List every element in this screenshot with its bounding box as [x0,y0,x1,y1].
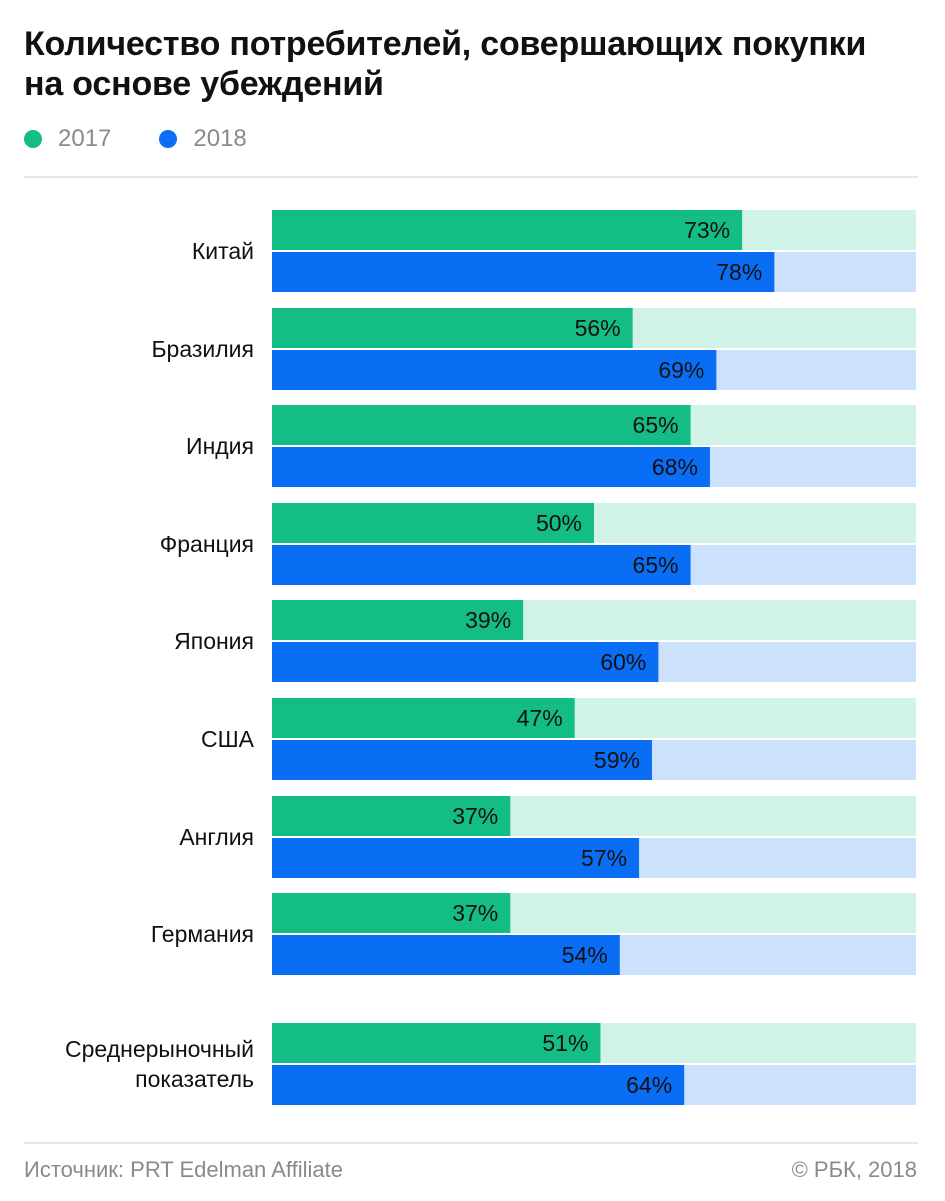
category-label: Франция [160,531,254,557]
data-label-2017: 73% [684,217,730,243]
bar-2017 [272,698,575,738]
category-label: показатель [135,1066,254,1092]
copyright: © РБК, 2018 [791,1157,917,1182]
bar-group-германия: 37% 54% Германия [151,893,916,975]
bar-2017 [272,503,594,543]
legend-item-2018: 2018 [159,125,247,153]
category-label: Среднерыночный [65,1036,254,1062]
legend-dot-2018 [159,130,178,148]
bar-2017 [272,893,511,933]
category-label: Англия [179,824,254,850]
category-label: Япония [174,628,254,654]
bar-group-франция: 50% 65% Франция [160,503,916,585]
data-label-2017: 37% [452,803,498,829]
bar-2018 [272,642,659,682]
bar-group-индия: 65% 68% Индия [186,405,916,487]
data-label-2018: 59% [594,747,640,773]
bar-2017 [272,405,691,445]
bar-2018 [272,740,652,780]
bar-2018 [272,447,710,487]
bar-2018 [272,1065,685,1105]
data-label-2018: 78% [716,259,762,285]
data-label-2018: 69% [658,357,704,383]
bar-2017 [272,210,743,250]
divider-top [24,176,918,178]
bar-2017 [272,1023,601,1063]
bar-group-сша: 47% 59% США [201,698,916,780]
category-label: Индия [186,433,254,459]
legend-item-2017: 2017 [24,125,111,153]
bar-2017 [272,308,633,348]
bar-2018 [272,935,620,975]
source-note: Источник: PRT Edelman Affiliate [24,1157,343,1182]
bar-group-бразилия: 56% 69% Бразилия [151,308,916,390]
data-label-2017: 39% [465,607,511,633]
data-label-2017: 51% [542,1030,588,1056]
data-label-2018: 54% [562,942,608,968]
data-label-2018: 65% [633,552,679,578]
data-label-2017: 37% [452,900,498,926]
data-label-2018: 57% [581,845,627,871]
legend-label-2017: 2017 [58,125,112,152]
data-label-2018: 60% [600,649,646,675]
bar-group-китай: 73% 78% Китай [192,210,916,292]
data-label-2017: 56% [575,315,621,341]
category-label: Бразилия [151,336,254,362]
legend: 2017 2018 [24,124,295,154]
data-label-2017: 65% [633,412,679,438]
bar-group-среднерыночный-показатель: 51% 64% Среднерыночный показатель [65,1023,916,1105]
bar-2018 [272,252,775,292]
bar-2017 [272,600,524,640]
data-label-2017: 50% [536,510,582,536]
data-label-2017: 47% [517,705,563,731]
category-label: Китай [192,238,254,264]
bar-2017 [272,796,511,836]
data-label-2018: 64% [626,1072,672,1098]
bar-2018 [272,350,717,390]
chart-title: Количество потребителей, совершающих пок… [24,25,867,103]
bar-2018 [272,838,640,878]
legend-dot-2017 [24,130,42,148]
bar-group-англия: 37% 57% Англия [179,796,916,878]
category-label: США [201,726,255,752]
category-label: Германия [151,921,254,947]
bar-2018 [272,545,691,585]
divider-bottom [24,1142,918,1144]
data-label-2018: 68% [652,454,698,480]
bar-group-япония: 39% 60% Япония [174,600,916,682]
legend-label-2018: 2018 [193,125,247,152]
